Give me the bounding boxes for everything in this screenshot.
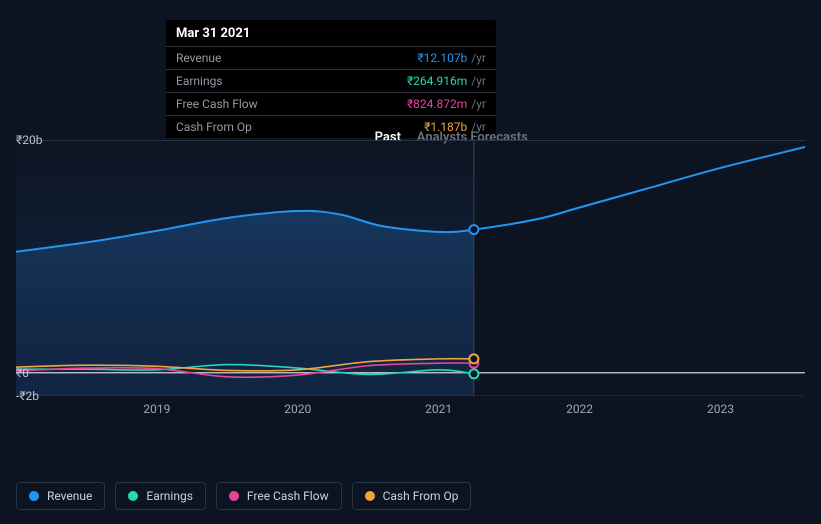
tooltip-metric-value: ₹824.872m [407,97,467,111]
tooltip-row: Revenue ₹12.107b/yr [166,46,496,69]
legend-item[interactable]: Earnings [115,482,206,510]
chart-svg [16,140,805,396]
legend-swatch [128,491,138,501]
y-axis-tick: ₹0 [16,366,29,380]
legend-label: Free Cash Flow [247,489,329,503]
legend-label: Revenue [47,489,92,503]
y-axis-tick: -₹2b [16,389,39,403]
legend-item[interactable]: Free Cash Flow [216,482,342,510]
legend-swatch [229,491,239,501]
tooltip-metric-label: Free Cash Flow [176,97,258,111]
tooltip-row: Earnings ₹264.916m/yr [166,69,496,92]
x-axis-tick: 2020 [284,402,311,416]
tooltip-metric-unit: /yr [471,97,486,111]
tooltip-metric-label: Earnings [176,74,223,88]
tooltip-metric-value: ₹12.107b [417,51,467,65]
legend-item[interactable]: Revenue [16,482,105,510]
earnings-revenue-chart: Past Analysts Forecasts 2019202020212022… [16,120,805,472]
chart-legend: Revenue Earnings Free Cash Flow Cash From O… [16,482,471,510]
plot-area[interactable] [16,140,805,396]
x-axis-tick: 2022 [566,402,593,416]
x-axis-tick: 2019 [143,402,170,416]
legend-swatch [29,491,39,501]
x-axis-tick: 2023 [707,402,734,416]
tooltip-date: Mar 31 2021 [166,20,496,46]
y-axis-tick: ₹20b [16,133,42,147]
tooltip-metric-unit: /yr [471,74,486,88]
legend-swatch [365,491,375,501]
tooltip-metric-unit: /yr [471,51,486,65]
tooltip-metric-label: Revenue [176,51,221,65]
tooltip-metric-value: ₹264.916m [407,74,467,88]
x-axis-tick: 2021 [425,402,452,416]
legend-label: Earnings [146,489,193,503]
tooltip-row: Free Cash Flow ₹824.872m/yr [166,92,496,115]
legend-label: Cash From Op [383,489,459,503]
legend-item[interactable]: Cash From Op [352,482,472,510]
x-axis: 2019 2020 2021 2022 2023 [16,402,805,422]
